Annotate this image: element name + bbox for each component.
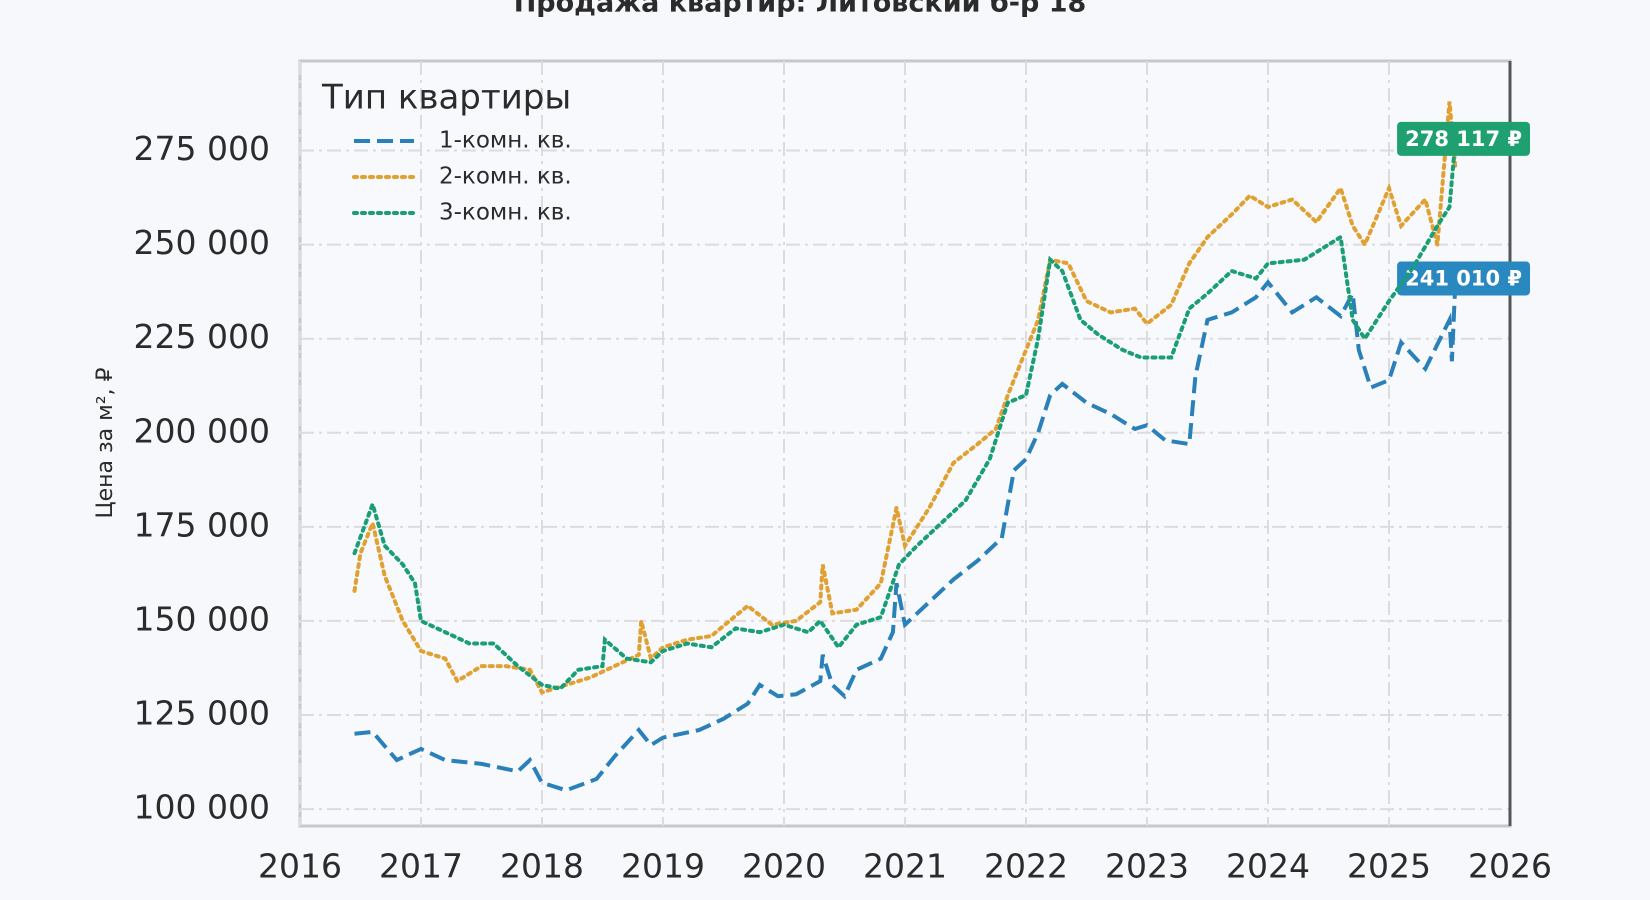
y-axis-label: Цена за м², ₽	[93, 367, 118, 518]
line-series	[354, 278, 1458, 793]
end-label-text: 241 010 ₽	[1405, 266, 1522, 290]
x-tick-label: 2025	[1347, 847, 1431, 886]
y-tick-label: 275 000	[134, 129, 270, 168]
x-tick-label: 2016	[258, 847, 342, 886]
y-tick-label: 250 000	[134, 223, 270, 262]
x-tick-label: 2023	[1105, 847, 1189, 886]
y-tick-label: 100 000	[134, 788, 270, 827]
legend-label: 2-комн. кв.	[439, 164, 572, 190]
end-label-text: 278 117 ₽	[1405, 127, 1522, 151]
y-tick-label: 175 000	[134, 505, 270, 544]
end-label: 241 010 ₽	[1397, 261, 1531, 296]
y-tick-label: 200 000	[134, 411, 270, 450]
end-label-box	[1397, 121, 1531, 156]
y-tick-label: 150 000	[134, 599, 270, 638]
legend-label: 3-комн. кв.	[439, 200, 572, 226]
x-tick-label: 2024	[1226, 847, 1310, 886]
line-series	[352, 136, 1458, 691]
end-label-box	[1397, 261, 1531, 296]
x-tick-label: 2026	[1468, 847, 1552, 886]
x-tick-label: 2021	[863, 847, 947, 886]
end-label: 278 117 ₽	[1397, 121, 1531, 156]
x-tick-label: 2020	[742, 847, 826, 886]
x-tick-label: 2019	[621, 847, 705, 886]
x-tick-label: 2022	[984, 847, 1068, 886]
y-tick-label: 125 000	[134, 693, 270, 732]
line-series	[352, 101, 1458, 695]
legend-title: Тип квартиры	[321, 78, 571, 118]
x-tick-label: 2018	[500, 847, 584, 886]
x-tick-label: 2017	[379, 847, 463, 886]
y-tick-label: 225 000	[134, 317, 270, 356]
chart-title: Продажа квартир: Литовский б-р 18	[514, 0, 1087, 19]
legend-label: 1-комн. кв.	[439, 128, 572, 154]
